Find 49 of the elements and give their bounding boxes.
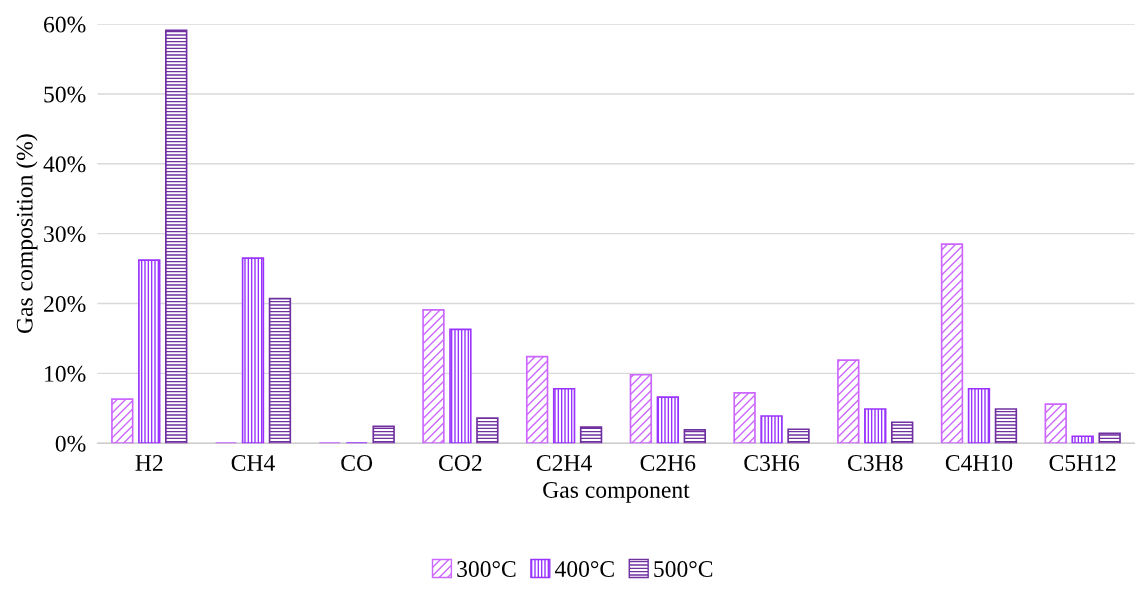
bar bbox=[138, 259, 161, 444]
bar bbox=[787, 428, 810, 444]
bar bbox=[864, 408, 887, 444]
x-tick-label: C2H6 bbox=[640, 455, 696, 471]
bar bbox=[1098, 432, 1121, 444]
x-tick-label: C4H10 bbox=[945, 455, 1013, 471]
x-tick-label: C3H8 bbox=[848, 455, 903, 471]
legend-label: 400°C bbox=[554, 561, 614, 577]
bar bbox=[579, 426, 603, 444]
bar bbox=[449, 328, 472, 444]
bar bbox=[372, 425, 395, 444]
bar bbox=[476, 417, 499, 444]
x-tick-label: CO bbox=[341, 455, 373, 471]
bar bbox=[1071, 435, 1094, 444]
y-tick-label: 40% bbox=[43, 156, 86, 173]
bar bbox=[967, 387, 991, 444]
bar bbox=[994, 408, 1018, 444]
bar bbox=[891, 421, 914, 444]
bar bbox=[629, 373, 653, 444]
x-tick-label: CH4 bbox=[231, 455, 275, 471]
bar bbox=[111, 398, 134, 444]
bar bbox=[552, 387, 576, 444]
x-tick-label: H2 bbox=[135, 455, 163, 471]
bar bbox=[422, 308, 445, 444]
y-axis-title: Gas composition (%) bbox=[16, 134, 38, 334]
y-tick-label: 0% bbox=[55, 435, 86, 452]
legend-label: 500°C bbox=[654, 561, 713, 577]
y-tick-label: 30% bbox=[44, 226, 86, 243]
x-tick-label: C2H4 bbox=[536, 455, 592, 471]
y-tick-label: 10% bbox=[45, 365, 86, 382]
bar bbox=[525, 355, 549, 444]
x-tick-label: CO2 bbox=[439, 455, 482, 471]
y-tick-label: 60% bbox=[44, 16, 86, 33]
y-tick-label: 50% bbox=[44, 86, 86, 103]
bar bbox=[837, 359, 860, 444]
bar bbox=[760, 415, 783, 444]
bar bbox=[241, 257, 265, 444]
legend-label: 300°C bbox=[457, 561, 516, 577]
x-tick-label: C3H6 bbox=[744, 455, 800, 471]
y-tick-label: 20% bbox=[44, 296, 86, 313]
bar bbox=[656, 396, 680, 444]
bar bbox=[268, 297, 292, 444]
bar bbox=[165, 29, 188, 444]
bar bbox=[940, 243, 964, 444]
bar bbox=[733, 392, 756, 444]
x-axis-title: Gas component bbox=[543, 482, 690, 503]
x-tick-label: C5H12 bbox=[1049, 455, 1116, 471]
bar bbox=[683, 429, 707, 444]
bar bbox=[1044, 403, 1067, 444]
